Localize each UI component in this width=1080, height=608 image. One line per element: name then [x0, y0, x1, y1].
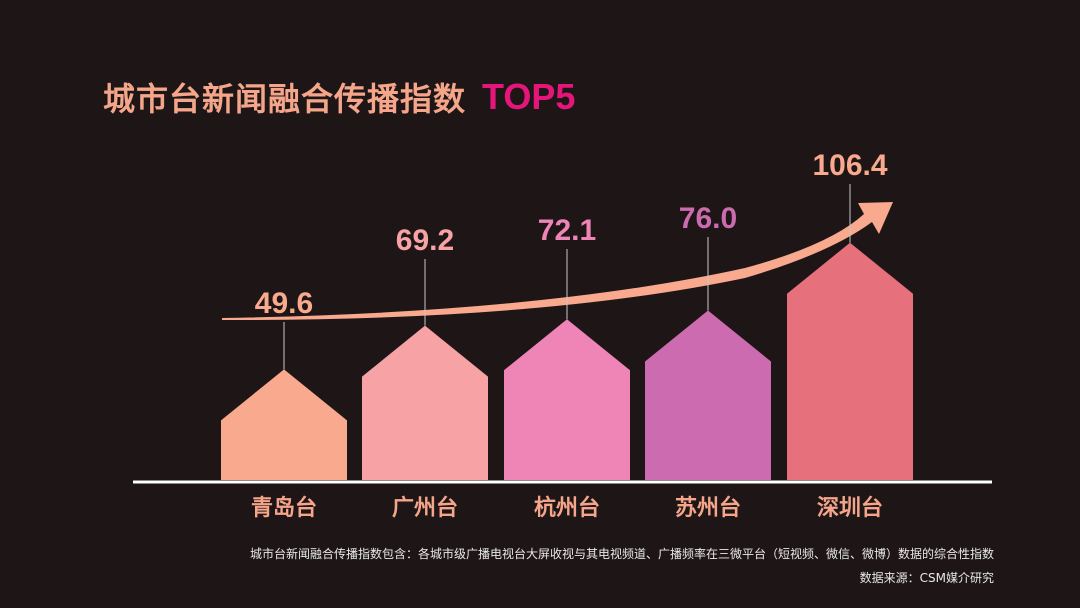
- bar-4: [645, 310, 771, 480]
- value-label-2: 69.2: [396, 224, 454, 257]
- bar-3: [504, 319, 630, 480]
- chart-title-accent: TOP5: [482, 76, 576, 117]
- bars-layer: [221, 242, 913, 480]
- chart-title: 城市台新闻融合传播指数 TOP5: [103, 72, 575, 122]
- value-label-5: 106.4: [812, 149, 887, 182]
- category-label-5: 深圳台: [817, 495, 883, 521]
- footnote-source: 数据来源：CSM媒介研究: [859, 571, 994, 585]
- value-label-3: 72.1: [538, 214, 596, 247]
- bar-2: [362, 325, 488, 480]
- category-label-4: 苏州台: [675, 495, 741, 521]
- category-label-3: 杭州台: [534, 495, 600, 521]
- bar-1: [221, 369, 347, 480]
- value-label-1: 49.6: [255, 287, 313, 320]
- chart-title-main: 城市台新闻融合传播指数: [103, 80, 467, 118]
- footnote-definition: 城市台新闻融合传播指数包含：各城市级广播电视台大屏收视与其电视频道、广播频率在三…: [249, 547, 994, 561]
- bar-5: [787, 242, 913, 480]
- labels-layer: 49.6 青岛台 69.2 广州台 72.1 杭州台 76.0 苏州台 106.4 深圳台: [133, 149, 992, 521]
- category-label-2: 广州台: [392, 495, 458, 521]
- category-label-1: 青岛台: [251, 495, 317, 521]
- value-label-4: 76.0: [679, 202, 737, 235]
